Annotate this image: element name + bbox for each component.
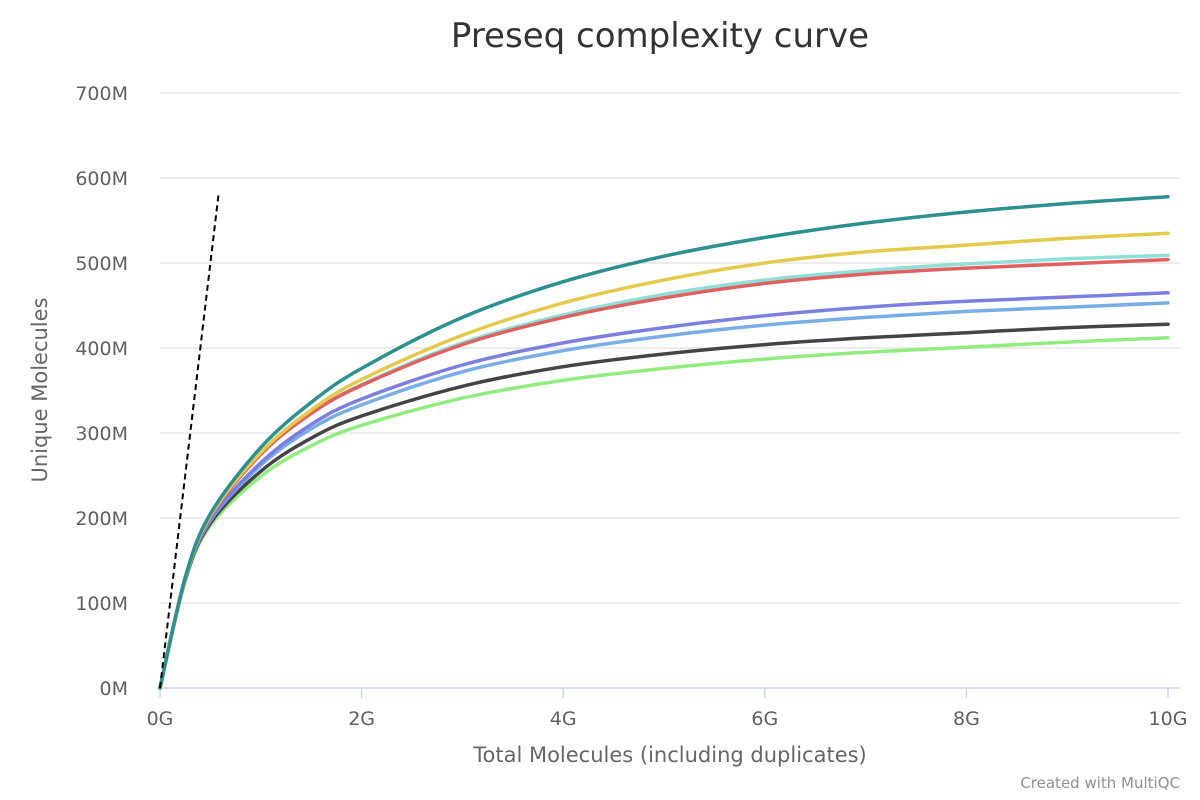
y-tick-label: 700M [75, 83, 128, 105]
series-line [158, 291, 1170, 690]
y-tick-label: 100M [75, 593, 128, 615]
x-axis-ticks: 0G 2G 4G 6G 8G 10G [147, 688, 1188, 730]
y-tick-label: 600M [75, 168, 128, 190]
y-tick-label: 300M [75, 423, 128, 445]
series-lines [158, 194, 1170, 690]
series-line [158, 301, 1170, 690]
x-tick-label: 8G [953, 708, 980, 730]
x-tick-label: 10G [1149, 708, 1188, 730]
y-tick-label: 500M [75, 253, 128, 275]
series-line [158, 322, 1170, 690]
grid-lines [160, 92, 1180, 604]
y-axis-ticks: 0M 100M 200M 300M 400M 500M 600M 700M [75, 83, 128, 700]
series-line [158, 253, 1170, 690]
credit-text: Created with MultiQC [1020, 774, 1180, 792]
x-axis-title: Total Molecules (including duplicates) [472, 743, 867, 767]
y-axis-title: Unique Molecules [28, 297, 52, 482]
x-tick-label: 0G [147, 708, 174, 730]
x-tick-label: 2G [348, 708, 375, 730]
y-tick-label: 200M [75, 508, 128, 530]
x-tick-label: 4G [550, 708, 577, 730]
series-line [158, 231, 1170, 690]
series-line [158, 257, 1170, 690]
y-tick-label: 400M [75, 338, 128, 360]
reference-dashed-line [159, 194, 220, 689]
series-line [158, 194, 1170, 690]
series-line [158, 336, 1170, 690]
chart-title: Preseq complexity curve [451, 16, 869, 56]
y-tick-label: 0M [100, 678, 128, 700]
x-tick-label: 6G [751, 708, 778, 730]
